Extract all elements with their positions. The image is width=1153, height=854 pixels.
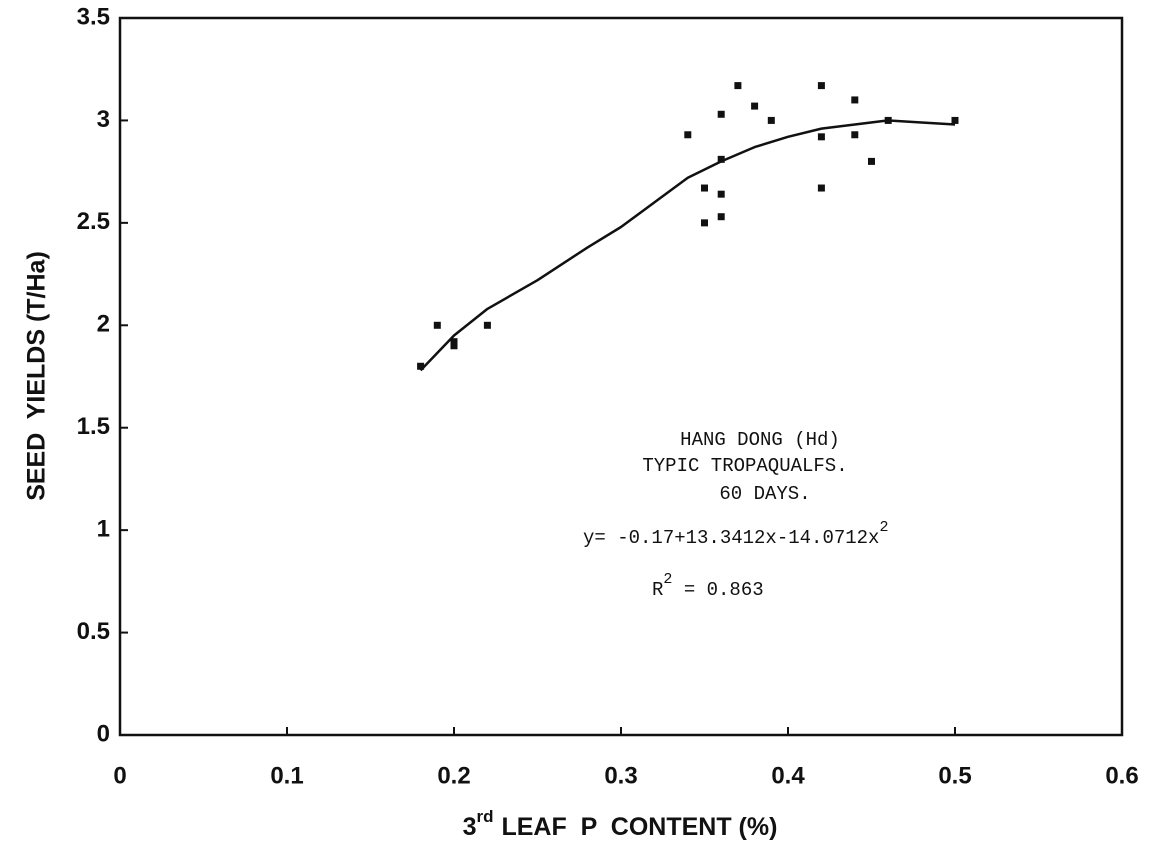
data-point xyxy=(751,102,759,110)
data-point xyxy=(450,338,458,346)
data-point xyxy=(868,157,875,165)
data-point xyxy=(684,131,692,139)
x-tick-label: 0 xyxy=(113,762,126,789)
y-tick-label: 2 xyxy=(97,311,110,338)
data-point xyxy=(851,131,859,139)
data-point xyxy=(717,213,725,221)
plot-frame xyxy=(118,16,1124,737)
data-point xyxy=(701,219,708,227)
y-axis-label: SEED YIELDS (T/Ha) xyxy=(23,251,51,501)
data-point xyxy=(717,155,725,163)
y-tick-label: 2.5 xyxy=(77,208,110,235)
x-tick-label: 0.1 xyxy=(270,762,303,789)
data-point xyxy=(417,362,425,370)
data-point xyxy=(734,82,742,90)
r-squared-text: = 0.863 xyxy=(672,579,763,601)
data-point xyxy=(767,116,775,124)
annotation: TYPIC TROPAQUALFS. xyxy=(642,455,847,477)
x-tick-label: 0.6 xyxy=(1105,762,1138,789)
y-tick-label: 0.5 xyxy=(77,618,110,645)
equation-text: y= -0.17+13.3412x-14.0712x xyxy=(583,527,879,549)
x-tick-label: 0.5 xyxy=(938,762,971,789)
data-point xyxy=(851,96,859,104)
equation-superscript: 2 xyxy=(879,519,888,536)
x-label-prefix: 3 xyxy=(463,813,477,841)
y-tick-label: 0 xyxy=(97,720,110,747)
data-point xyxy=(433,321,441,329)
x-tick-label: 0.4 xyxy=(771,762,805,789)
data-point xyxy=(717,110,725,118)
x-label-text: LEAF P CONTENT (%) xyxy=(501,813,777,841)
r-squared: R2 = 0.863 xyxy=(652,571,764,601)
data-point xyxy=(701,184,708,192)
data-point xyxy=(450,342,458,350)
y-tick-label: 1 xyxy=(97,515,110,542)
data-point xyxy=(483,321,491,329)
r-squared-superscript: 2 xyxy=(663,571,672,588)
x-tick-label: 0.2 xyxy=(437,762,470,789)
y-tick-label: 3 xyxy=(97,106,110,133)
r-squared-base: R xyxy=(652,579,663,601)
annotation: HANG DONG (Hd) xyxy=(680,429,840,451)
data-point xyxy=(817,184,825,192)
y-tick-label: 3.5 xyxy=(77,3,110,30)
fitted-curve xyxy=(419,119,956,372)
data-point xyxy=(951,116,959,124)
y-tick-label: 1.5 xyxy=(77,413,110,440)
data-point xyxy=(717,190,725,198)
data-point xyxy=(817,82,825,90)
x-tick-label: 0.3 xyxy=(604,762,637,789)
x-label-superscript: rd xyxy=(476,807,493,826)
data-point xyxy=(817,133,825,141)
x-axis-label: 3rd LEAF P CONTENT (%) xyxy=(463,807,778,840)
equation: y= -0.17+13.3412x-14.0712x2 xyxy=(583,519,888,549)
annotation: 60 DAYS. xyxy=(719,483,810,505)
